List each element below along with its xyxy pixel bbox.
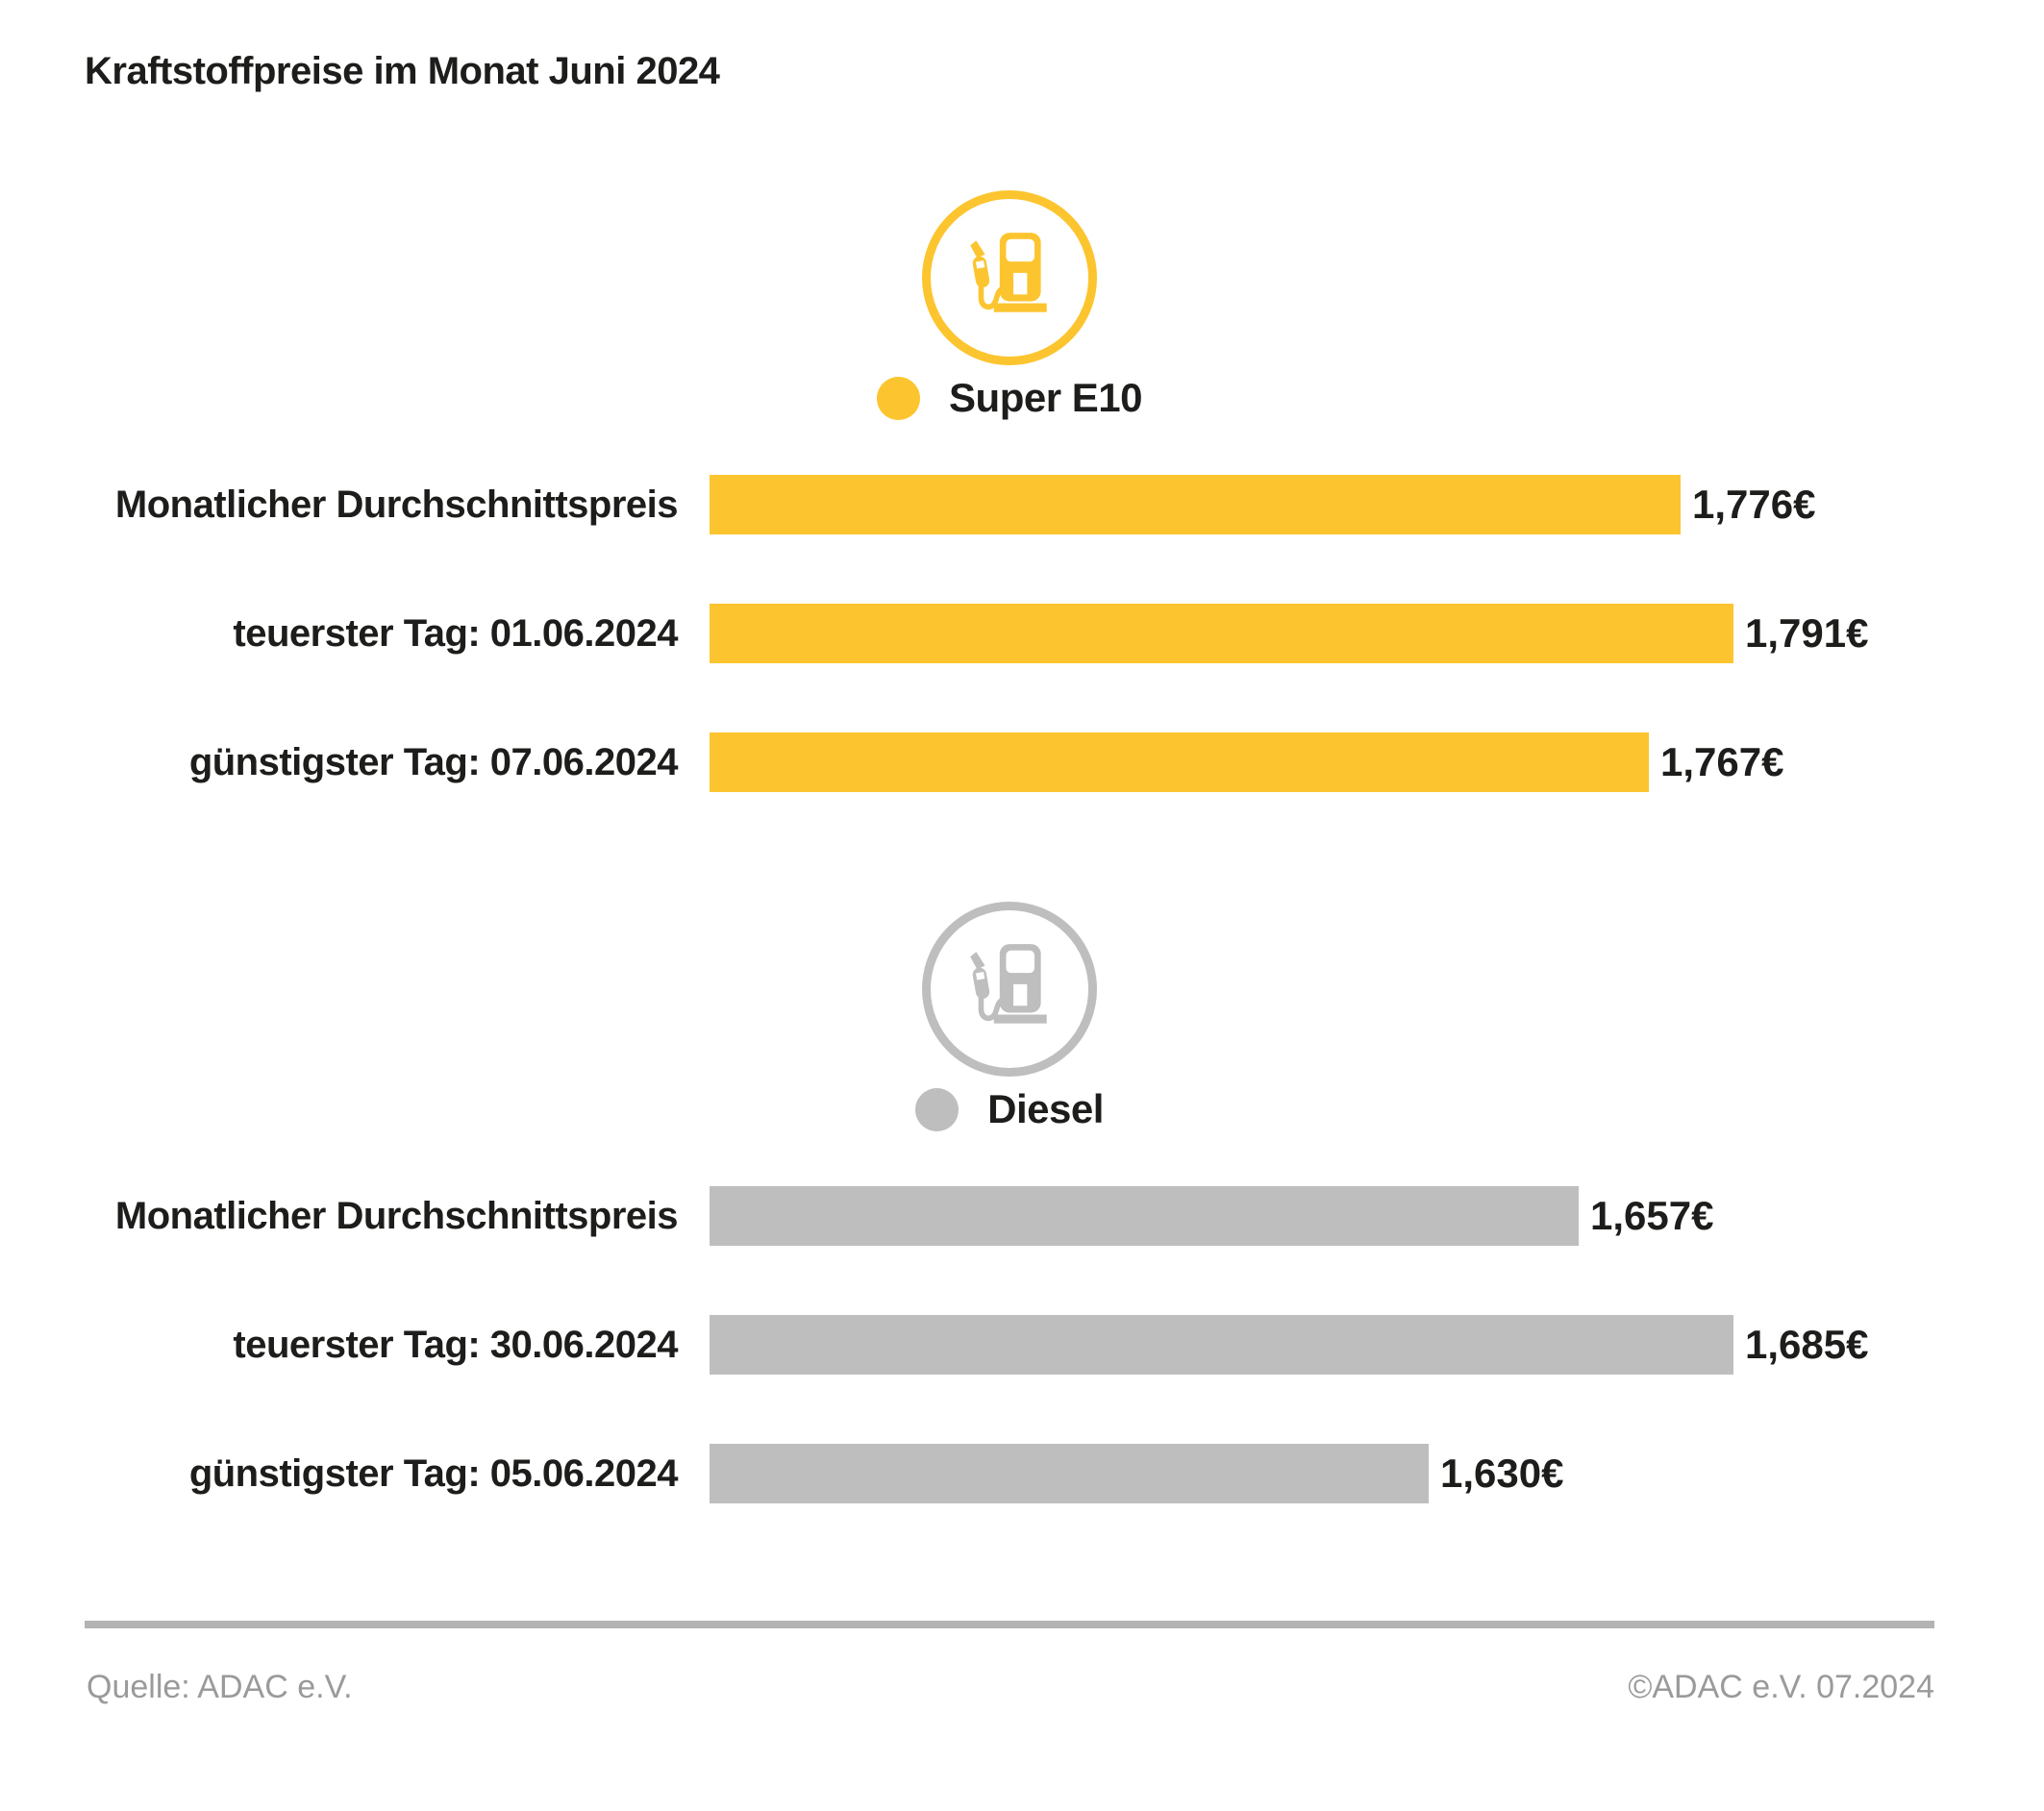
legend-dot-icon — [915, 1087, 960, 1131]
legend-label: Super E10 — [949, 375, 1142, 420]
bar-wrap: 1,630€ — [710, 1444, 1563, 1503]
source-note: Quelle: ADAC e.V. — [87, 1669, 353, 1705]
bar-value-label: 1,776€ — [1692, 482, 1816, 527]
bar — [710, 1315, 1733, 1375]
bar-row-label: Monatlicher Durchschnittspreis — [114, 1194, 679, 1237]
bar-wrap: 1,685€ — [710, 1315, 1868, 1375]
bar-row-label: Monatlicher Durchschnittspreis — [114, 483, 679, 526]
fuel-pump-icon — [922, 190, 1097, 365]
bar-row: teuerster Tag: 01.06.2024 1,791€ — [0, 604, 1868, 663]
bar — [710, 732, 1649, 792]
legend: Super E10 — [0, 375, 2019, 421]
bar-row: Monatlicher Durchschnittspreis 1,776€ — [0, 475, 1868, 534]
bar-row: günstigster Tag: 05.06.2024 1,630€ — [0, 1444, 1868, 1503]
bar-wrap: 1,791€ — [710, 604, 1868, 663]
bar-value-label: 1,657€ — [1590, 1193, 1714, 1238]
bar-wrap: 1,657€ — [710, 1186, 1713, 1246]
bar — [710, 475, 1681, 534]
copyright-note: ©ADAC e.V. 07.2024 — [1628, 1669, 1934, 1705]
bar-rows: Monatlicher Durchschnittspreis 1,776€ te… — [0, 475, 1868, 861]
page-title: Kraftstoffpreise im Monat Juni 2024 — [85, 50, 720, 92]
bar — [710, 1186, 1579, 1246]
fuel-icon-band — [0, 190, 2019, 365]
bar — [710, 1444, 1429, 1503]
bar-row-label: günstigster Tag: 05.06.2024 — [188, 1451, 679, 1495]
fuel-icon-band — [0, 902, 2019, 1077]
bar-row-label: günstigster Tag: 07.06.2024 — [188, 740, 679, 783]
bar-wrap: 1,776€ — [710, 475, 1815, 534]
legend: Diesel — [0, 1086, 2019, 1132]
bar-rows: Monatlicher Durchschnittspreis 1,657€ te… — [0, 1186, 1868, 1573]
bar-value-label: 1,685€ — [1745, 1322, 1869, 1367]
bar-value-label: 1,791€ — [1745, 610, 1869, 656]
bar — [710, 604, 1733, 663]
bar-value-label: 1,767€ — [1660, 739, 1784, 784]
fuel-pump-icon — [922, 902, 1097, 1077]
bar-row: Monatlicher Durchschnittspreis 1,657€ — [0, 1186, 1868, 1246]
legend-dot-icon — [877, 376, 921, 420]
bar-value-label: 1,630€ — [1440, 1451, 1564, 1496]
bar-row-label: teuerster Tag: 01.06.2024 — [233, 611, 678, 655]
bar-wrap: 1,767€ — [710, 732, 1783, 792]
legend-label: Diesel — [987, 1086, 1104, 1131]
footer-divider — [85, 1621, 1934, 1628]
bar-row: günstigster Tag: 07.06.2024 1,767€ — [0, 732, 1868, 792]
bar-row-label: teuerster Tag: 30.06.2024 — [233, 1323, 678, 1366]
bar-row: teuerster Tag: 30.06.2024 1,685€ — [0, 1315, 1868, 1375]
